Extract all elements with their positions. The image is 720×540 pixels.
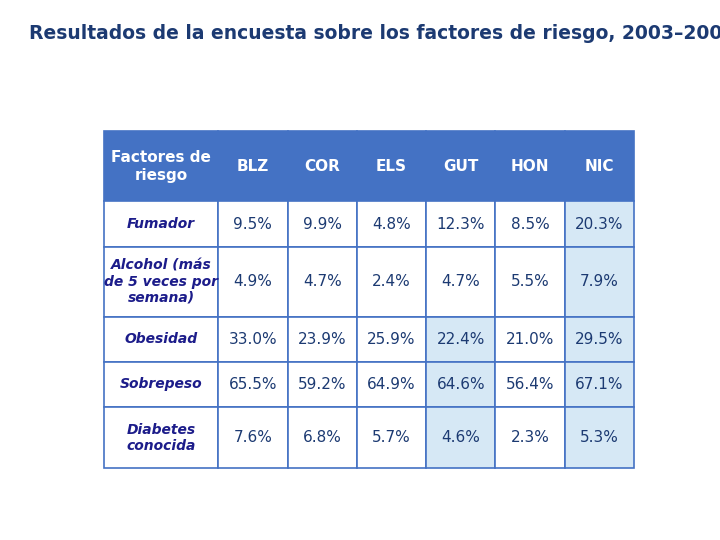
Bar (564, 316, 634, 362)
Bar (218, 407, 287, 468)
Bar (495, 407, 564, 468)
Text: BLZ: BLZ (237, 159, 269, 174)
Bar (104, 316, 218, 362)
Text: 12.3%: 12.3% (436, 217, 485, 232)
Bar (287, 201, 357, 247)
Bar (426, 362, 495, 407)
Bar (218, 316, 287, 362)
Text: 23.9%: 23.9% (298, 332, 346, 347)
Bar (564, 362, 634, 407)
Text: GUT: GUT (443, 159, 479, 174)
Bar (218, 131, 287, 201)
Text: 33.0%: 33.0% (229, 332, 277, 347)
Bar (104, 247, 218, 316)
Text: 4.8%: 4.8% (372, 217, 411, 232)
Bar (287, 316, 357, 362)
Text: 4.7%: 4.7% (441, 274, 480, 289)
Bar (287, 247, 357, 316)
Bar (564, 131, 634, 201)
Text: 8.5%: 8.5% (510, 217, 549, 232)
Text: 22.4%: 22.4% (436, 332, 485, 347)
Bar (357, 316, 426, 362)
Bar (287, 362, 357, 407)
Text: 64.6%: 64.6% (436, 377, 485, 392)
Text: COR: COR (305, 159, 340, 174)
Text: 65.5%: 65.5% (229, 377, 277, 392)
Text: 2.4%: 2.4% (372, 274, 411, 289)
Bar (495, 316, 564, 362)
Text: Alcohol (más
de 5 veces por
semana): Alcohol (más de 5 veces por semana) (104, 259, 218, 305)
Text: 7.9%: 7.9% (580, 274, 619, 289)
Text: Factores de
riesgo: Factores de riesgo (111, 150, 211, 183)
Bar (357, 362, 426, 407)
Bar (218, 362, 287, 407)
Text: 2.3%: 2.3% (510, 430, 549, 445)
Text: 64.9%: 64.9% (367, 377, 416, 392)
Bar (495, 247, 564, 316)
Text: 4.7%: 4.7% (303, 274, 341, 289)
Bar (564, 407, 634, 468)
Bar (426, 247, 495, 316)
Text: 67.1%: 67.1% (575, 377, 624, 392)
Bar (357, 131, 426, 201)
Text: 9.5%: 9.5% (233, 217, 272, 232)
Text: Obesidad: Obesidad (125, 332, 198, 346)
Bar (104, 201, 218, 247)
Text: 5.5%: 5.5% (510, 274, 549, 289)
Text: HON: HON (511, 159, 549, 174)
Text: 7.6%: 7.6% (233, 430, 272, 445)
Text: 4.6%: 4.6% (441, 430, 480, 445)
Bar (104, 407, 218, 468)
Text: Resultados de la encuesta sobre los factores de riesgo, 2003–2006: Resultados de la encuesta sobre los fact… (29, 24, 720, 43)
Text: Fumador: Fumador (127, 217, 195, 231)
Bar (495, 362, 564, 407)
Bar (218, 247, 287, 316)
Bar (287, 131, 357, 201)
Text: ELS: ELS (376, 159, 407, 174)
Bar (287, 407, 357, 468)
Text: 20.3%: 20.3% (575, 217, 624, 232)
Text: 59.2%: 59.2% (298, 377, 346, 392)
Text: 6.8%: 6.8% (303, 430, 342, 445)
Text: 21.0%: 21.0% (506, 332, 554, 347)
Bar (426, 407, 495, 468)
Bar (357, 247, 426, 316)
Text: 56.4%: 56.4% (506, 377, 554, 392)
Bar (495, 201, 564, 247)
Text: 4.9%: 4.9% (233, 274, 272, 289)
Text: 25.9%: 25.9% (367, 332, 415, 347)
Bar (426, 131, 495, 201)
Text: NIC: NIC (585, 159, 614, 174)
Text: 5.7%: 5.7% (372, 430, 411, 445)
Bar (357, 407, 426, 468)
Bar (564, 201, 634, 247)
Bar (357, 201, 426, 247)
Text: 29.5%: 29.5% (575, 332, 624, 347)
Text: Sobrepeso: Sobrepeso (120, 377, 202, 392)
Bar (426, 316, 495, 362)
Bar (104, 362, 218, 407)
Bar (104, 131, 218, 201)
Bar (426, 201, 495, 247)
Bar (495, 131, 564, 201)
Text: 9.9%: 9.9% (302, 217, 342, 232)
Text: Diabetes
conocida: Diabetes conocida (127, 422, 196, 453)
Text: 5.3%: 5.3% (580, 430, 619, 445)
Bar (564, 247, 634, 316)
Bar (218, 201, 287, 247)
